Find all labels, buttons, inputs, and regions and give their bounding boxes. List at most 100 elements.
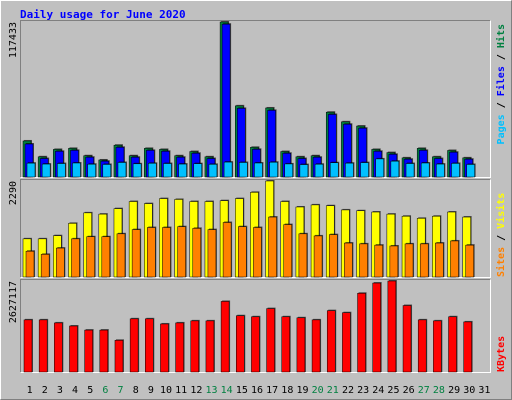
y-tick-label: 2627117 (8, 281, 19, 323)
bar (236, 315, 245, 373)
bar (163, 163, 172, 178)
x-tick-label: 24 (372, 385, 384, 396)
bar (389, 245, 399, 278)
bar (254, 162, 263, 178)
x-tick-label: 1 (27, 385, 33, 396)
bar (25, 250, 35, 278)
x-tick-label: 10 (160, 385, 172, 396)
x-tick-label: 22 (342, 385, 354, 396)
bar (436, 163, 445, 178)
bar (177, 226, 186, 278)
bar (99, 329, 109, 373)
bar (190, 320, 200, 373)
bar (102, 164, 112, 178)
bar (360, 162, 369, 178)
bar (374, 244, 383, 278)
bar (38, 319, 48, 373)
bar (72, 162, 81, 178)
bar (283, 224, 292, 278)
bar (463, 321, 472, 373)
y-tick-label: 117433 (8, 22, 19, 58)
bar (239, 162, 248, 178)
x-tick-label: 11 (175, 385, 187, 396)
legend-entry: Hits (495, 24, 507, 48)
x-tick-label: 12 (190, 385, 202, 396)
bar (69, 325, 78, 373)
x-tick-label: 6 (102, 385, 108, 396)
bar (193, 163, 203, 178)
bar (116, 233, 126, 278)
bar (435, 242, 444, 278)
bar (178, 163, 187, 178)
bar (404, 243, 414, 278)
legend-entry: Pages (496, 114, 507, 144)
bar (311, 319, 321, 373)
bar (23, 319, 33, 373)
bar (71, 238, 80, 278)
x-tick-label: 19 (296, 385, 308, 396)
bar (147, 227, 156, 278)
bar (221, 23, 231, 178)
bar (40, 254, 50, 278)
bar (357, 293, 366, 373)
x-tick-label: 30 (463, 385, 475, 396)
bar (372, 282, 381, 373)
bar (129, 318, 139, 373)
x-tick-label: 27 (418, 385, 430, 396)
chart-title: Daily usage for June 2020 (20, 8, 186, 21)
plot-border-dark (20, 20, 491, 178)
bar (54, 322, 63, 373)
bar (87, 163, 96, 178)
bar (162, 227, 171, 278)
bar (268, 216, 277, 278)
bar (419, 243, 429, 278)
plot-border-dark (20, 179, 491, 278)
bar (253, 227, 262, 278)
legend-separator: / (496, 229, 507, 247)
bar (220, 301, 230, 373)
bar (222, 222, 232, 278)
bar (375, 158, 384, 178)
bar (145, 318, 154, 373)
bar (298, 233, 308, 278)
bar (114, 340, 124, 373)
x-tick-label: 16 (251, 385, 263, 396)
x-tick-label: 4 (72, 385, 78, 396)
bar (148, 163, 157, 178)
bar (266, 308, 275, 373)
bar (86, 236, 95, 278)
bar (405, 163, 415, 178)
bar (433, 320, 442, 373)
y-tick-label: 2290 (8, 181, 19, 205)
bar (345, 162, 354, 178)
legend-entry: Sites (495, 247, 507, 277)
legend-separator: / (496, 96, 507, 114)
legend: Sites / Visits (495, 193, 507, 277)
bar (342, 312, 351, 373)
x-tick-label: 29 (448, 385, 460, 396)
bar (192, 228, 202, 278)
bar (281, 316, 290, 373)
bar (344, 242, 353, 278)
x-tick-label: 15 (236, 385, 248, 396)
x-tick-label: 28 (433, 385, 445, 396)
legend: KBytes (496, 336, 507, 372)
x-tick-label: 5 (87, 385, 93, 396)
bar (26, 162, 36, 178)
x-tick-label: 17 (266, 385, 278, 396)
bar (448, 316, 457, 373)
bar (205, 320, 215, 373)
x-tick-label: 13 (205, 385, 217, 396)
x-tick-label: 14 (221, 385, 233, 396)
bar (326, 310, 336, 373)
bar (451, 163, 460, 178)
plot-border-dark (20, 279, 491, 373)
bar (390, 160, 400, 178)
bar (175, 322, 184, 373)
bar (269, 161, 278, 178)
x-tick-label: 3 (57, 385, 63, 396)
bar (313, 235, 323, 278)
bar (296, 317, 306, 373)
bar (299, 164, 309, 178)
plot-border-light (20, 179, 491, 278)
